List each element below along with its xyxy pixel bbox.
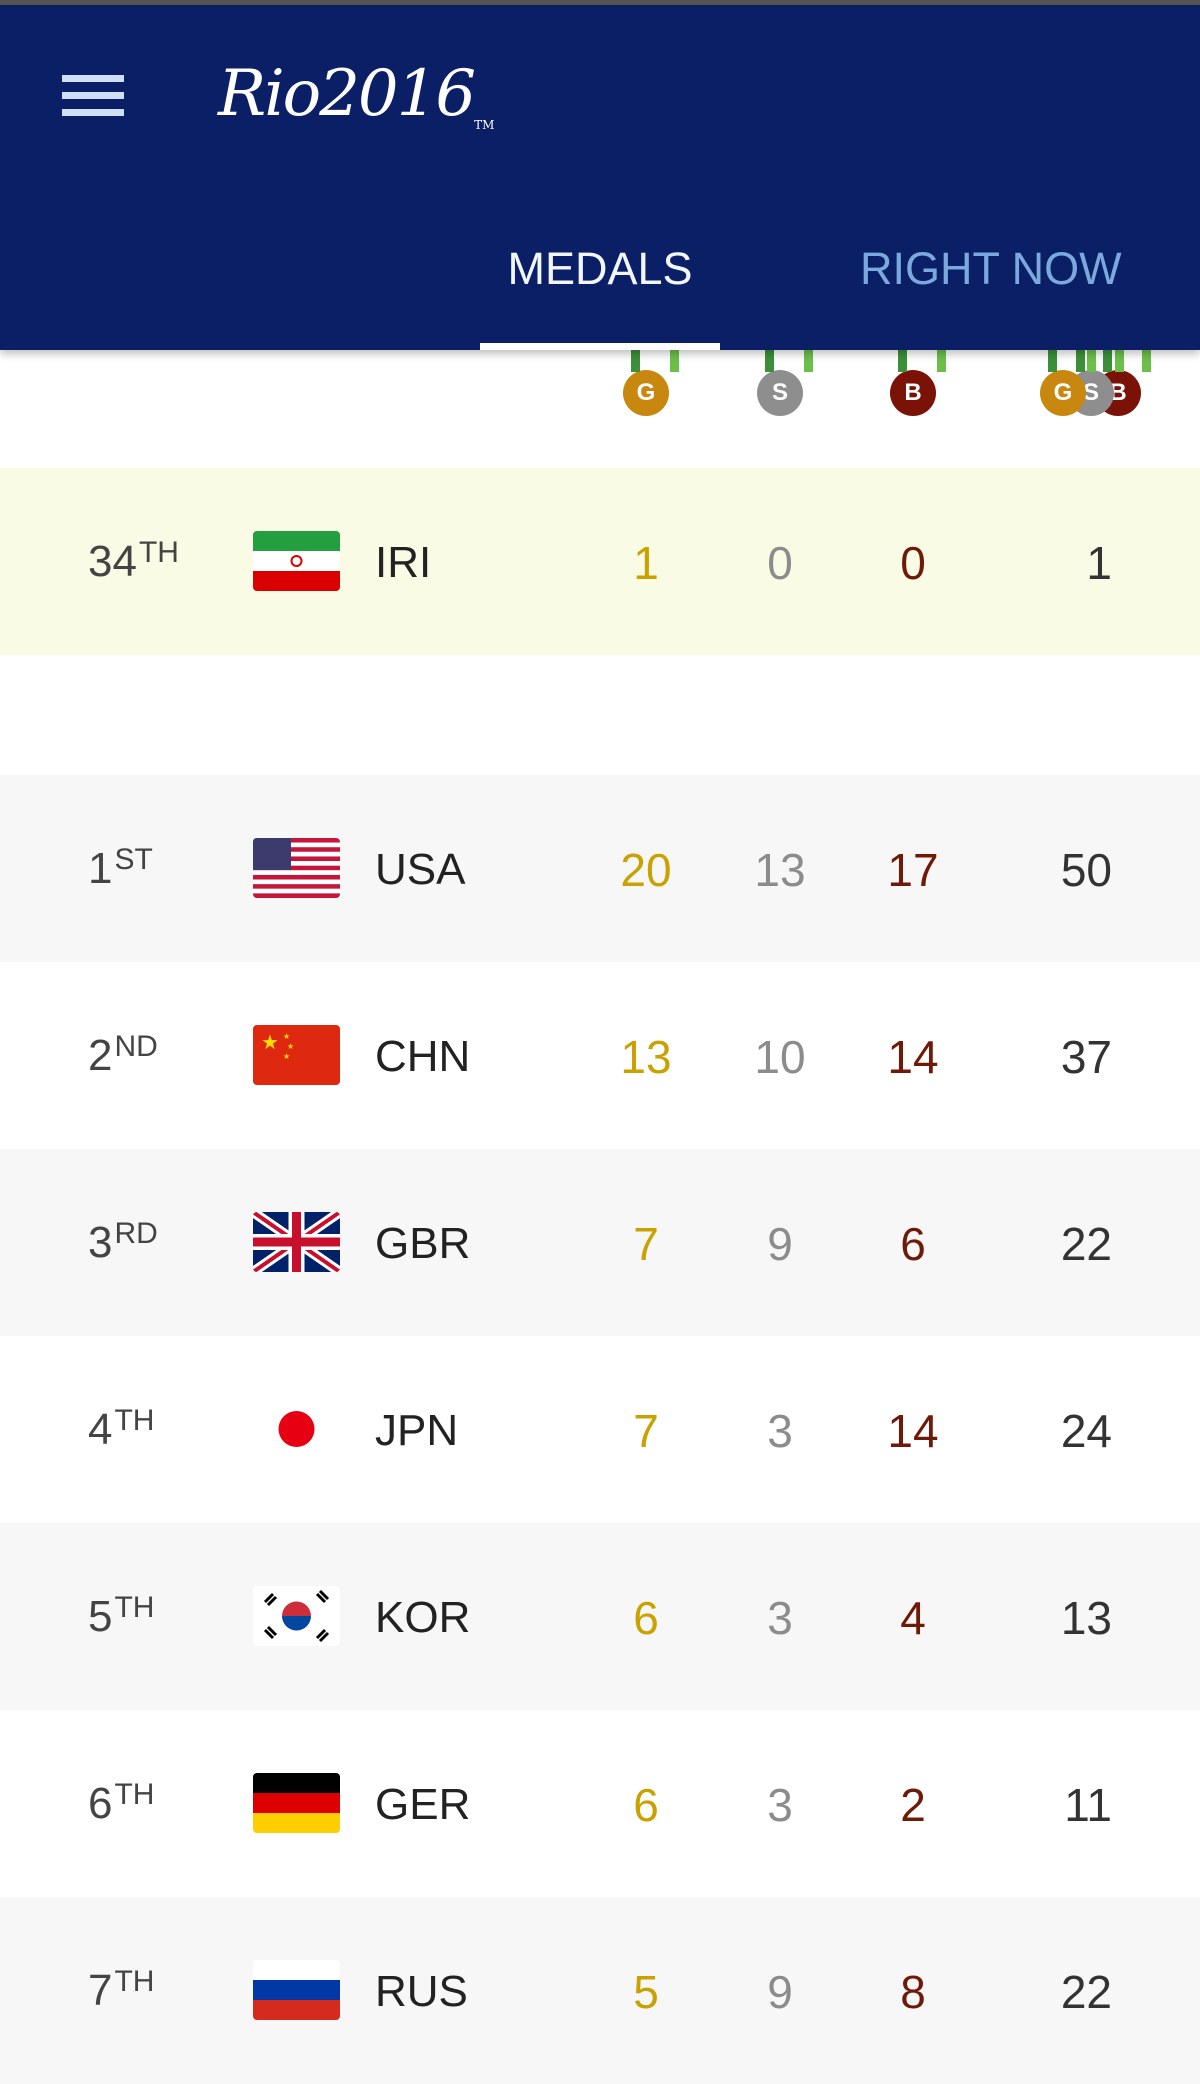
- rank: 34TH: [88, 536, 179, 587]
- flag-gbr-icon: [253, 1212, 340, 1272]
- rank-suffix: TH: [114, 1404, 155, 1437]
- rank-suffix: RD: [114, 1217, 158, 1250]
- silver-count: 3: [767, 1592, 793, 1644]
- tab-right-now[interactable]: RIGHT NOW: [860, 243, 1122, 294]
- svg-text:★: ★: [287, 1042, 294, 1051]
- flag-jpn-icon: [253, 1399, 340, 1459]
- active-tab-indicator: [480, 343, 720, 350]
- medal-column-headers: G S B B S G: [0, 350, 1200, 460]
- country-code: USA: [375, 845, 466, 894]
- app-header: Rio2016TM MEDALS RIGHT NOW: [0, 5, 1200, 350]
- gold-count: 6: [633, 1779, 659, 1831]
- medal-table-row[interactable]: 4TH JPN 7 3 14 24: [0, 1336, 1200, 1523]
- flag-kor-icon: [253, 1586, 340, 1646]
- gold-count: 7: [633, 1405, 659, 1457]
- rank-number: 4: [88, 1405, 113, 1454]
- silver-count: 0: [767, 537, 793, 589]
- gold-count: 20: [620, 844, 672, 896]
- bronze-count: 4: [900, 1592, 926, 1644]
- rank: 5TH: [88, 1591, 154, 1642]
- svg-text:★: ★: [283, 1052, 290, 1061]
- flag-usa-icon: [253, 838, 340, 898]
- rank-suffix: TH: [138, 536, 179, 569]
- medal-table-row[interactable]: 6TH GER 6 3 2 11: [0, 1710, 1200, 1897]
- total-count: 13: [1060, 1592, 1112, 1644]
- rank: 1ST: [88, 843, 153, 894]
- silver-count: 9: [767, 1966, 793, 2018]
- logo-tm: TM: [474, 117, 495, 132]
- rank-number: 2: [88, 1031, 113, 1080]
- country-code: IRI: [375, 538, 432, 587]
- medal-table-row[interactable]: 5TH KOR 6 3 4 13: [0, 1523, 1200, 1710]
- total-count: 24: [1060, 1405, 1112, 1457]
- gold-medal-icon: G: [623, 370, 669, 416]
- gold-count: 1: [633, 537, 659, 589]
- country-code: KOR: [375, 1593, 471, 1642]
- bronze-count: 6: [900, 1218, 926, 1270]
- rank: 3RD: [88, 1217, 158, 1268]
- svg-text:★: ★: [261, 1032, 279, 1054]
- rank: 4TH: [88, 1404, 154, 1455]
- rank: 6TH: [88, 1778, 154, 1829]
- medal-table-row[interactable]: 1ST USA 20 13 17 50: [0, 775, 1200, 962]
- medal-table-row[interactable]: 2ND ★ ★ ★ ★ CHN 13 10 14 37: [0, 962, 1200, 1149]
- silver-count: 3: [767, 1405, 793, 1457]
- rank-number: 1: [88, 844, 113, 893]
- rank: 7TH: [88, 1965, 154, 2016]
- total-count: 37: [1060, 1031, 1112, 1083]
- flag-iri-icon: [253, 531, 340, 591]
- total-count: 1: [1086, 537, 1112, 589]
- gold-count: 13: [620, 1031, 672, 1083]
- flag-ger-icon: [253, 1773, 340, 1833]
- rank-number: 7: [88, 1966, 113, 2015]
- rank-suffix: TH: [114, 1778, 155, 1811]
- country-code: JPN: [375, 1406, 459, 1455]
- rank-number: 34: [88, 537, 137, 586]
- flag-rus-icon: [253, 1960, 340, 2020]
- hamburger-menu-icon[interactable]: [62, 75, 124, 123]
- silver-medal-icon: S: [757, 370, 803, 416]
- silver-count: 10: [754, 1031, 806, 1083]
- country-code: GER: [375, 1780, 471, 1829]
- rank-suffix: ST: [114, 843, 153, 876]
- rank-suffix: ND: [114, 1030, 158, 1063]
- country-code: GBR: [375, 1219, 471, 1268]
- rio2016-logo: Rio2016TM: [218, 57, 494, 132]
- country-code: CHN: [375, 1032, 471, 1081]
- bronze-medal-icon: B: [890, 370, 936, 416]
- bronze-count: 0: [900, 537, 926, 589]
- tab-medals[interactable]: MEDALS: [507, 243, 693, 294]
- rank-suffix: TH: [114, 1591, 155, 1624]
- logo-text: Rio2016: [218, 57, 476, 131]
- bronze-count: 14: [887, 1031, 939, 1083]
- bronze-count: 17: [887, 844, 939, 896]
- medal-table-row[interactable]: 34TH IRI 1 0 0 1: [0, 468, 1200, 655]
- gold-count: 5: [633, 1966, 659, 2018]
- total-count: 22: [1060, 1218, 1112, 1270]
- rank-number: 3: [88, 1218, 113, 1267]
- total-count: 50: [1060, 844, 1112, 896]
- medal-table-row[interactable]: 7TH RUS 5 9 8 22: [0, 1897, 1200, 2084]
- gold-count: 7: [633, 1218, 659, 1270]
- rank-suffix: TH: [114, 1965, 155, 1998]
- bronze-count: 2: [900, 1779, 926, 1831]
- silver-count: 9: [767, 1218, 793, 1270]
- svg-text:★: ★: [283, 1032, 290, 1041]
- flag-chn-icon: ★ ★★★: [253, 1025, 340, 1085]
- bronze-count: 8: [900, 1966, 926, 2018]
- silver-count: 13: [754, 844, 806, 896]
- country-code: RUS: [375, 1967, 468, 2016]
- rank-number: 5: [88, 1592, 113, 1641]
- medal-table-row[interactable]: 3RD GBR 7 9 6 22: [0, 1149, 1200, 1336]
- total-count: 22: [1060, 1966, 1112, 2018]
- total-gold-medal-icon: G: [1040, 370, 1086, 416]
- total-count: 11: [1064, 1779, 1112, 1831]
- rank: 2ND: [88, 1030, 158, 1081]
- bronze-count: 14: [887, 1405, 939, 1457]
- rank-number: 6: [88, 1779, 113, 1828]
- gold-count: 6: [633, 1592, 659, 1644]
- status-strip: [0, 0, 1200, 5]
- silver-count: 3: [767, 1779, 793, 1831]
